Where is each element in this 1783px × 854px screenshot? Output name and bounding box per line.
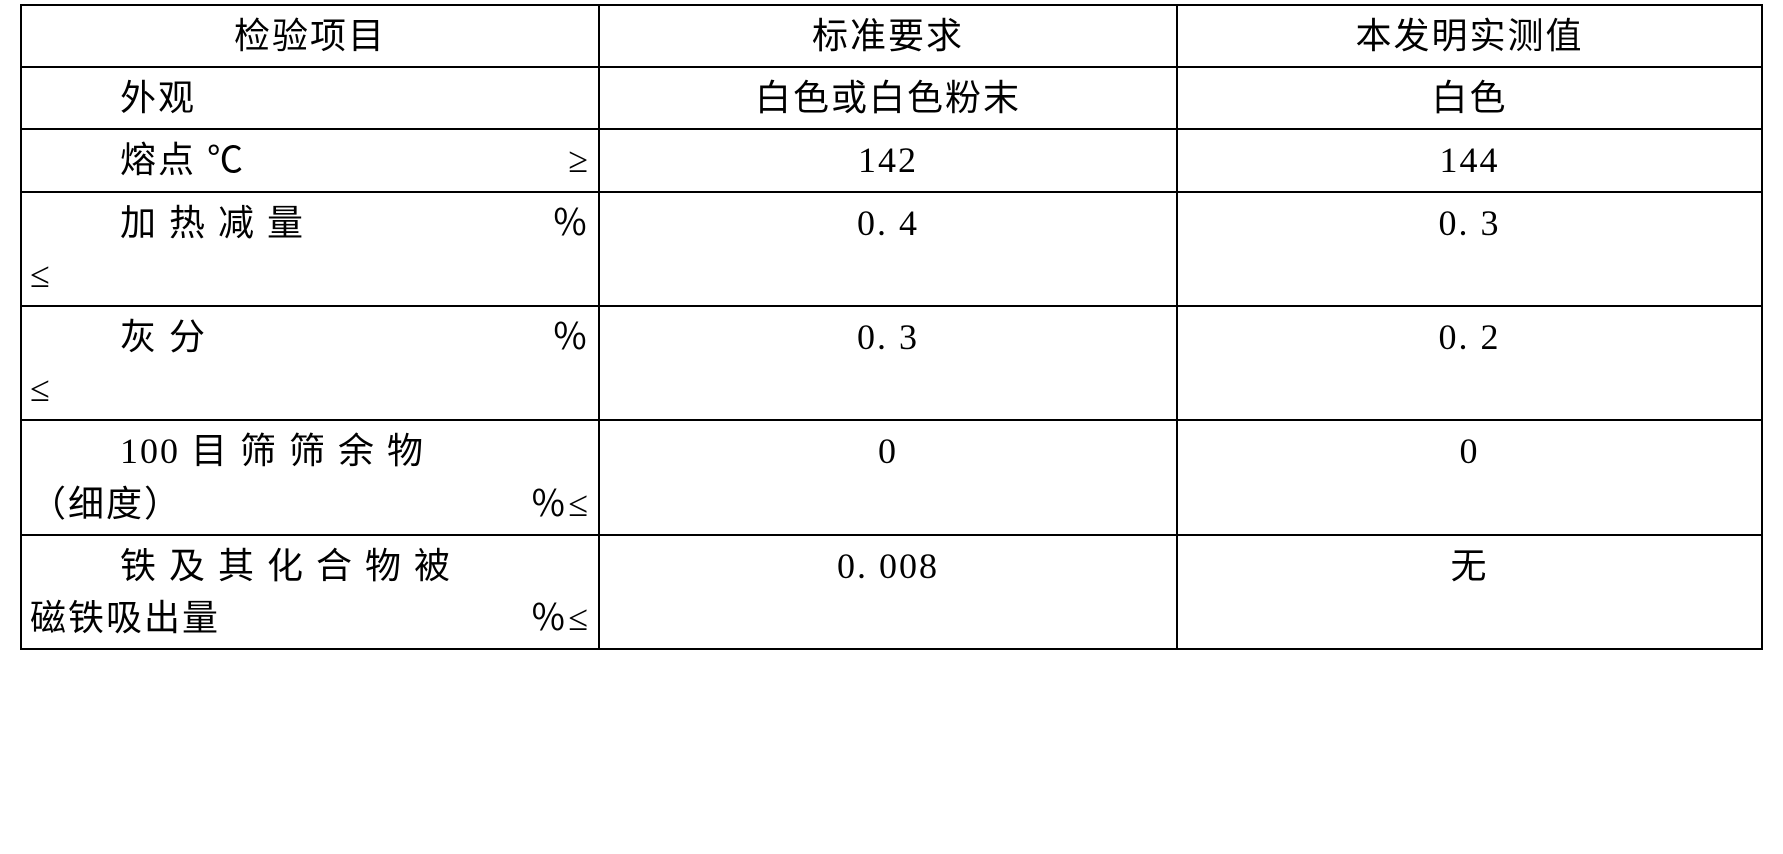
cell-measured: 0. 3: [1177, 192, 1762, 306]
cell-standard: 0: [599, 420, 1177, 534]
row2-name-right: ≥: [568, 134, 590, 186]
cell-measured: 0. 2: [1177, 306, 1762, 420]
cell-standard: 0. 3: [599, 306, 1177, 420]
header-standard: 标准要求: [599, 5, 1177, 67]
row6-name-line2-right: ％≤: [530, 592, 590, 644]
cell-measured: 无: [1177, 535, 1762, 649]
cell-measured: 144: [1177, 129, 1762, 191]
page: 检验项目 标准要求 本发明实测值 外观 白色或白色粉末 白色 熔点 ℃ ≥ 14…: [0, 0, 1783, 854]
cell-item: 灰 分 ％ ≤: [21, 306, 599, 420]
row6-name-line2-left: 磁铁吸出量: [30, 592, 220, 644]
table-row: 灰 分 ％ ≤ 0. 3 0. 2: [21, 306, 1762, 420]
table-row: 外观 白色或白色粉末 白色: [21, 67, 1762, 129]
row5-name-line1: 100 目 筛 筛 余 物: [30, 425, 590, 477]
row3-name-right: ％: [552, 197, 590, 249]
cell-item: 加 热 减 量 ％ ≤: [21, 192, 599, 306]
cell-item: 铁 及 其 化 合 物 被 磁铁吸出量 ％≤: [21, 535, 599, 649]
row2-name-left: 熔点 ℃: [30, 134, 245, 186]
row3-name-left: 加 热 减 量: [30, 197, 305, 249]
cell-standard: 0. 008: [599, 535, 1177, 649]
cell-item: 外观: [21, 67, 599, 129]
row5-name-line2-right: ％≤: [530, 478, 590, 530]
cell-item: 熔点 ℃ ≥: [21, 129, 599, 191]
row1-name: 外观: [30, 72, 196, 124]
cell-measured: 白色: [1177, 67, 1762, 129]
cell-standard: 0. 4: [599, 192, 1177, 306]
cell-standard: 142: [599, 129, 1177, 191]
header-item: 检验项目: [21, 5, 599, 67]
row4-name-line2: ≤: [30, 363, 590, 415]
table-row: 熔点 ℃ ≥ 142 144: [21, 129, 1762, 191]
row4-name-right: ％: [552, 311, 590, 363]
table-header-row: 检验项目 标准要求 本发明实测值: [21, 5, 1762, 67]
table-row: 100 目 筛 筛 余 物 （细度） ％≤ 0 0: [21, 420, 1762, 534]
row6-name-line1: 铁 及 其 化 合 物 被: [30, 540, 590, 592]
table-row: 铁 及 其 化 合 物 被 磁铁吸出量 ％≤ 0. 008 无: [21, 535, 1762, 649]
cell-standard: 白色或白色粉末: [599, 67, 1177, 129]
table-row: 加 热 减 量 ％ ≤ 0. 4 0. 3: [21, 192, 1762, 306]
cell-item: 100 目 筛 筛 余 物 （细度） ％≤: [21, 420, 599, 534]
inspection-table: 检验项目 标准要求 本发明实测值 外观 白色或白色粉末 白色 熔点 ℃ ≥ 14…: [20, 4, 1763, 650]
cell-measured: 0: [1177, 420, 1762, 534]
row4-name-left: 灰 分: [30, 311, 207, 363]
header-measured: 本发明实测值: [1177, 5, 1762, 67]
row3-name-line2: ≤: [30, 249, 590, 301]
row5-name-line2-left: （细度）: [30, 478, 182, 530]
